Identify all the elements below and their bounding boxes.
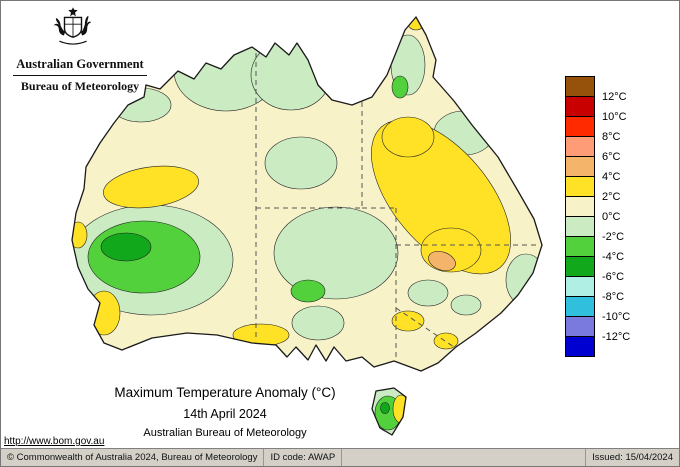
map-caption-block: Maximum Temperature Anomaly (°C) 14th Ap… [69, 385, 381, 439]
anomaly-region [381, 116, 435, 158]
legend-label: 10°C [602, 111, 627, 123]
legend-band: -8°C [565, 276, 645, 303]
state-borders [255, 53, 540, 357]
legend-swatch [565, 296, 595, 317]
anomaly-region [264, 136, 338, 190]
footer-status-bar: © Commonwealth of Australia 2024, Bureau… [1, 448, 679, 466]
legend-band: 2°C [565, 176, 645, 203]
footer-spacer [342, 449, 585, 466]
anomaly-regions [72, 17, 542, 350]
anomaly-region [87, 290, 121, 336]
footer-issued: Issued: 15/04/2024 [585, 449, 679, 466]
legend-swatch [565, 236, 595, 257]
legend-band: -6°C [565, 256, 645, 283]
legend-label: -4°C [602, 251, 625, 263]
footer-url: http://www.bom.gov.au [4, 436, 104, 447]
legend-band: 4°C [565, 156, 645, 183]
bom-url-link[interactable]: http://www.bom.gov.au [4, 436, 105, 447]
footer-id-code: ID code: AWAP [264, 449, 343, 466]
legend-band: -12°C [565, 316, 645, 343]
legend-swatch [565, 316, 595, 337]
legend-label: -8°C [602, 291, 625, 303]
legend-band: 0°C [565, 196, 645, 223]
anomaly-region [450, 294, 482, 316]
legend-band: 6°C [565, 136, 645, 163]
anomaly-region [380, 402, 390, 414]
map-title: Maximum Temperature Anomaly (°C) [114, 385, 336, 400]
agency-title: Bureau of Meteorology [20, 79, 140, 93]
legend-label: 8°C [602, 131, 621, 143]
anomaly-region [110, 87, 172, 123]
anomaly-region [72, 221, 88, 249]
header-divider [13, 75, 147, 76]
anomaly-region [391, 310, 425, 332]
australia-anomaly-map [71, 16, 543, 436]
legend-band [565, 336, 645, 357]
legend-swatches: 12°C 10°C 8°C 6°C 4°C 2°C 0°C -2°C -4°C -6°C -8°C -… [565, 76, 645, 357]
anomaly-region [103, 165, 199, 209]
legend-swatch [565, 216, 595, 237]
anomaly-region [428, 250, 456, 272]
legend-swatch [565, 336, 595, 357]
legend-swatch [565, 176, 595, 197]
anomaly-region [392, 394, 406, 424]
anomaly-region [291, 305, 345, 341]
legend-swatch [565, 256, 595, 277]
legend-label: -10°C [602, 311, 631, 323]
anomaly-region [505, 253, 542, 307]
legend-label: 2°C [602, 191, 621, 203]
footer-copyright: © Commonwealth of Australia 2024, Bureau… [1, 449, 265, 466]
anomaly-region [407, 279, 449, 307]
legend-band: 10°C [565, 96, 645, 123]
legend: 12°C 10°C 8°C 6°C 4°C 2°C 0°C -2°C -4°C -6°C -8°C -… [565, 76, 645, 357]
legend-band: 8°C [565, 116, 645, 143]
legend-label: -12°C [602, 331, 631, 343]
anomaly-region [391, 75, 409, 99]
legend-swatch [565, 156, 595, 177]
legend-band: -4°C [565, 236, 645, 263]
legend-label: 6°C [602, 151, 621, 163]
legend-band: -10°C [565, 296, 645, 323]
anomaly-region [273, 206, 399, 300]
legend-band: -2°C [565, 216, 645, 243]
legend-label: -6°C [602, 271, 625, 283]
legend-label: -2°C [602, 231, 625, 243]
header-agency-block: Australian Government Bureau of Meteorol… [7, 57, 153, 94]
legend-swatch [565, 76, 595, 97]
map-date: 14th April 2024 [183, 407, 267, 421]
tasmania-coastline [371, 387, 407, 436]
australian-coat-of-arms-icon [53, 7, 92, 45]
legend-swatch [565, 196, 595, 217]
mainland-coastline [71, 16, 543, 372]
anomaly-region [371, 119, 511, 275]
legend-label: 12°C [602, 91, 627, 103]
legend-label: 0°C [602, 211, 621, 223]
legend-swatch [565, 136, 595, 157]
anomaly-region [232, 323, 290, 347]
legend-label: 4°C [602, 171, 621, 183]
anomaly-region [290, 279, 326, 303]
map-subtitle: Australian Bureau of Meteorology [143, 427, 307, 439]
legend-swatch [565, 116, 595, 137]
anomaly-region [250, 39, 332, 111]
legend-band: 12°C [565, 76, 645, 103]
anomaly-region [433, 332, 459, 350]
legend-swatch [565, 96, 595, 117]
government-title: Australian Government [16, 57, 144, 71]
anomaly-region [100, 232, 152, 262]
legend-swatch [565, 276, 595, 297]
